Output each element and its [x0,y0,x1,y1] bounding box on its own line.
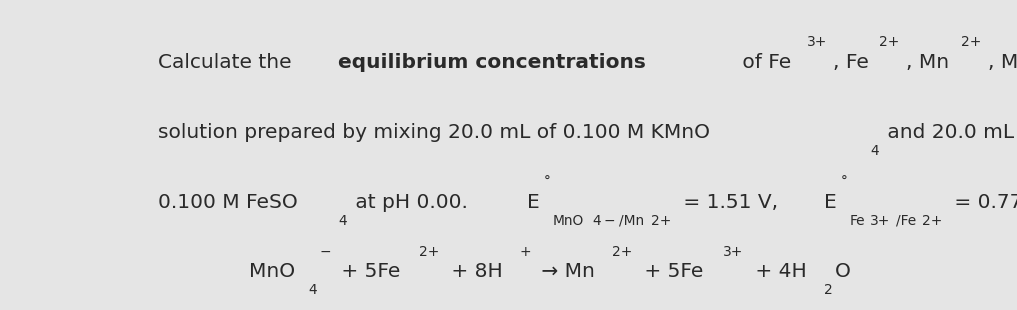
Text: −: − [319,245,332,259]
Text: and 20.0 mL of: and 20.0 mL of [881,123,1017,142]
Text: 2+: 2+ [961,36,981,50]
Text: = 1.51 V,: = 1.51 V, [677,193,791,212]
Text: 3+: 3+ [870,214,890,228]
Text: 0.100 M FeSO: 0.100 M FeSO [158,193,297,212]
Text: of Fe: of Fe [735,53,791,72]
Text: , Mn: , Mn [906,53,949,72]
Text: /Fe: /Fe [896,214,916,228]
Text: 2+: 2+ [419,245,439,259]
Text: °: ° [544,175,550,189]
Text: + 4H: + 4H [749,263,806,281]
Text: O: O [835,263,850,281]
Text: 4: 4 [309,284,317,298]
Text: solution prepared by mixing 20.0 mL of 0.100 M KMnO: solution prepared by mixing 20.0 mL of 0… [158,123,710,142]
Text: at pH 0.00.: at pH 0.00. [349,193,487,212]
Text: + 5Fe: + 5Fe [335,263,400,281]
Text: E: E [527,193,540,212]
Text: 3+: 3+ [723,245,743,259]
Text: MnO: MnO [552,214,584,228]
Text: 3+: 3+ [806,36,827,50]
Text: 2+: 2+ [651,214,671,228]
Text: Fe: Fe [849,214,865,228]
Text: E: E [824,193,837,212]
Text: + 8H: + 8H [445,263,503,281]
Text: 2+: 2+ [922,214,943,228]
Text: 2: 2 [824,284,832,298]
Text: = 0.771 V: = 0.771 V [948,193,1017,212]
Text: 2+: 2+ [612,245,633,259]
Text: + 5Fe: + 5Fe [639,263,704,281]
Text: , Fe: , Fe [833,53,869,72]
Text: equilibrium concentrations: equilibrium concentrations [339,53,646,72]
Text: → Mn: → Mn [535,263,595,281]
Text: 4: 4 [870,144,879,158]
Text: MnO: MnO [249,263,295,281]
Text: , MnO: , MnO [988,53,1017,72]
Text: −: − [604,214,615,228]
Text: 4: 4 [593,214,601,228]
Text: 4: 4 [338,214,347,228]
Text: Calculate the: Calculate the [158,53,298,72]
Text: +: + [520,245,532,259]
Text: °: ° [841,175,847,189]
Text: /Mn: /Mn [618,214,644,228]
Text: 2+: 2+ [880,36,900,50]
